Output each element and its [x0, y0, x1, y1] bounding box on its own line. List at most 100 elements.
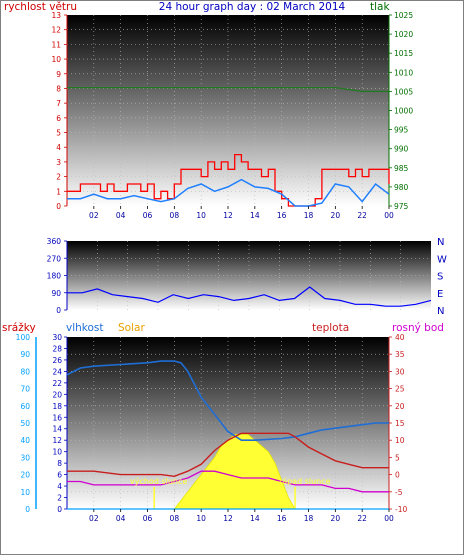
x-tick-label: 14 [250, 514, 260, 523]
solar-tick-label: 4 [57, 482, 62, 491]
solar-tick-label: 14 [52, 425, 62, 434]
pressure-tick-label: 1020 [394, 30, 413, 39]
pressure-line [67, 86, 389, 93]
rain-tick-label: 10 [20, 488, 30, 497]
rain-tick-label: 60 [20, 402, 30, 411]
rain-tick-label: 70 [20, 385, 30, 394]
dew-point-axis-label: rosný bod [392, 322, 444, 334]
direction-tick-label: 0 [56, 306, 61, 315]
x-tick-label: 06 [143, 514, 153, 523]
solar-axis-label: Solar [118, 322, 145, 334]
humidity-line [66, 360, 389, 442]
rain-tick-label: 40 [20, 436, 30, 445]
pressure-axis-label: tlak [370, 1, 390, 13]
pressure-tick-label: 1015 [394, 49, 413, 58]
solar-tick-label: 8 [57, 459, 62, 468]
solar-tick-label: 26 [52, 356, 62, 365]
pressure-tick-label: 1010 [394, 68, 413, 77]
x-tick-label: 10 [196, 514, 206, 523]
x-tick-label: 08 [170, 211, 180, 220]
wind-average-line [67, 178, 390, 207]
wind-direction-plot [67, 241, 431, 310]
pressure-tick-label: 985 [394, 164, 409, 173]
wind-tick-label: 13 [51, 11, 61, 20]
x-tick-label: 16 [277, 514, 287, 523]
rain-tick-label: 30 [20, 453, 30, 462]
solar-tick-label: 30 [52, 333, 62, 342]
temperature-tick-label: 5 [395, 453, 400, 462]
wind-tick-label: 3 [56, 158, 61, 167]
wind-tick-label: 10 [51, 55, 61, 64]
solar-tick-label: 12 [52, 436, 62, 445]
solar-tick-label: 28 [52, 344, 62, 353]
x-tick-label: 14 [250, 211, 260, 220]
solar-tick-label: 22 [52, 379, 62, 388]
x-tick-label: 04 [116, 211, 126, 220]
direction-tick-label: 90 [51, 289, 61, 298]
temperature-tick-label: 0 [395, 471, 400, 480]
solar-tick-label: 0 [57, 505, 62, 514]
wind-speed-axis-label: rychlost větru [4, 1, 77, 13]
direction-tick-label: 360 [47, 237, 62, 246]
wind-tick-label: 0 [56, 202, 61, 211]
pressure-tick-label: 980 [394, 183, 409, 192]
solar-tick-label: 2 [57, 494, 62, 503]
wind-tick-label: 7 [56, 99, 61, 108]
x-tick-label: 10 [196, 211, 206, 220]
wind-tick-label: 11 [51, 40, 61, 49]
pressure-tick-label: 1005 [394, 87, 413, 96]
rain-tick-label: 90 [20, 350, 30, 359]
wind-pressure-plot [67, 15, 389, 206]
sunset-label: západ slunce [278, 477, 331, 486]
solar-tick-label: 18 [52, 402, 62, 411]
x-tick-label: 22 [357, 514, 367, 523]
temperature-tick-label: 30 [395, 367, 405, 376]
dew-point-line [67, 470, 389, 493]
rain-tick-label: 0 [25, 505, 30, 514]
compass-letter: N [437, 306, 444, 317]
x-tick-label: 18 [304, 514, 314, 523]
rain-axis-label: srážky [2, 322, 36, 334]
x-tick-label: 02 [89, 211, 99, 220]
compass-letter: W [437, 254, 447, 265]
x-tick-label: 00 [384, 211, 394, 220]
solar-radiation-area [154, 434, 296, 510]
pressure-tick-label: 975 [394, 202, 409, 211]
x-tick-label: 00 [384, 514, 394, 523]
wind-tick-label: 9 [56, 70, 61, 79]
wind-tick-label: 8 [56, 84, 61, 93]
wind-tick-label: 5 [56, 129, 61, 138]
x-tick-label: 02 [89, 514, 99, 523]
rain-tick-label: 80 [20, 367, 30, 376]
compass-letter: E [437, 289, 443, 300]
temperature-tick-label: -10 [395, 505, 407, 514]
temperature-tick-label: 10 [395, 436, 405, 445]
direction-tick-label: 270 [47, 254, 62, 263]
solar-tick-label: 6 [57, 471, 62, 480]
x-tick-label: 12 [223, 211, 233, 220]
x-tick-label: 04 [116, 514, 126, 523]
wind-speed-line [67, 153, 390, 207]
wind-tick-label: 1 [56, 187, 61, 196]
temperature-tick-label: 25 [395, 385, 405, 394]
solar-tick-label: 24 [52, 367, 62, 376]
wind-tick-label: 6 [56, 114, 61, 123]
sunrise-label: východ slunce [130, 477, 187, 486]
wind-tick-label: 12 [51, 26, 61, 35]
solar-tick-label: 20 [52, 390, 62, 399]
wind-tick-label: 2 [56, 173, 61, 182]
rain-tick-label: 100 [16, 333, 31, 342]
temperature-tick-label: 35 [395, 350, 405, 359]
temperature-axis-label: teplota [312, 322, 349, 334]
x-tick-label: 16 [277, 211, 287, 220]
temperature-line [67, 432, 389, 478]
wind-tick-label: 4 [56, 143, 61, 152]
compass-letter: S [437, 272, 443, 283]
temperature-tick-label: 15 [395, 419, 405, 428]
rain-tick-label: 50 [20, 419, 30, 428]
x-tick-label: 18 [304, 211, 314, 220]
chart-title: 24 hour graph day : 02 March 2014 [159, 1, 346, 13]
x-tick-label: 06 [143, 211, 153, 220]
pressure-tick-label: 1025 [394, 11, 413, 20]
